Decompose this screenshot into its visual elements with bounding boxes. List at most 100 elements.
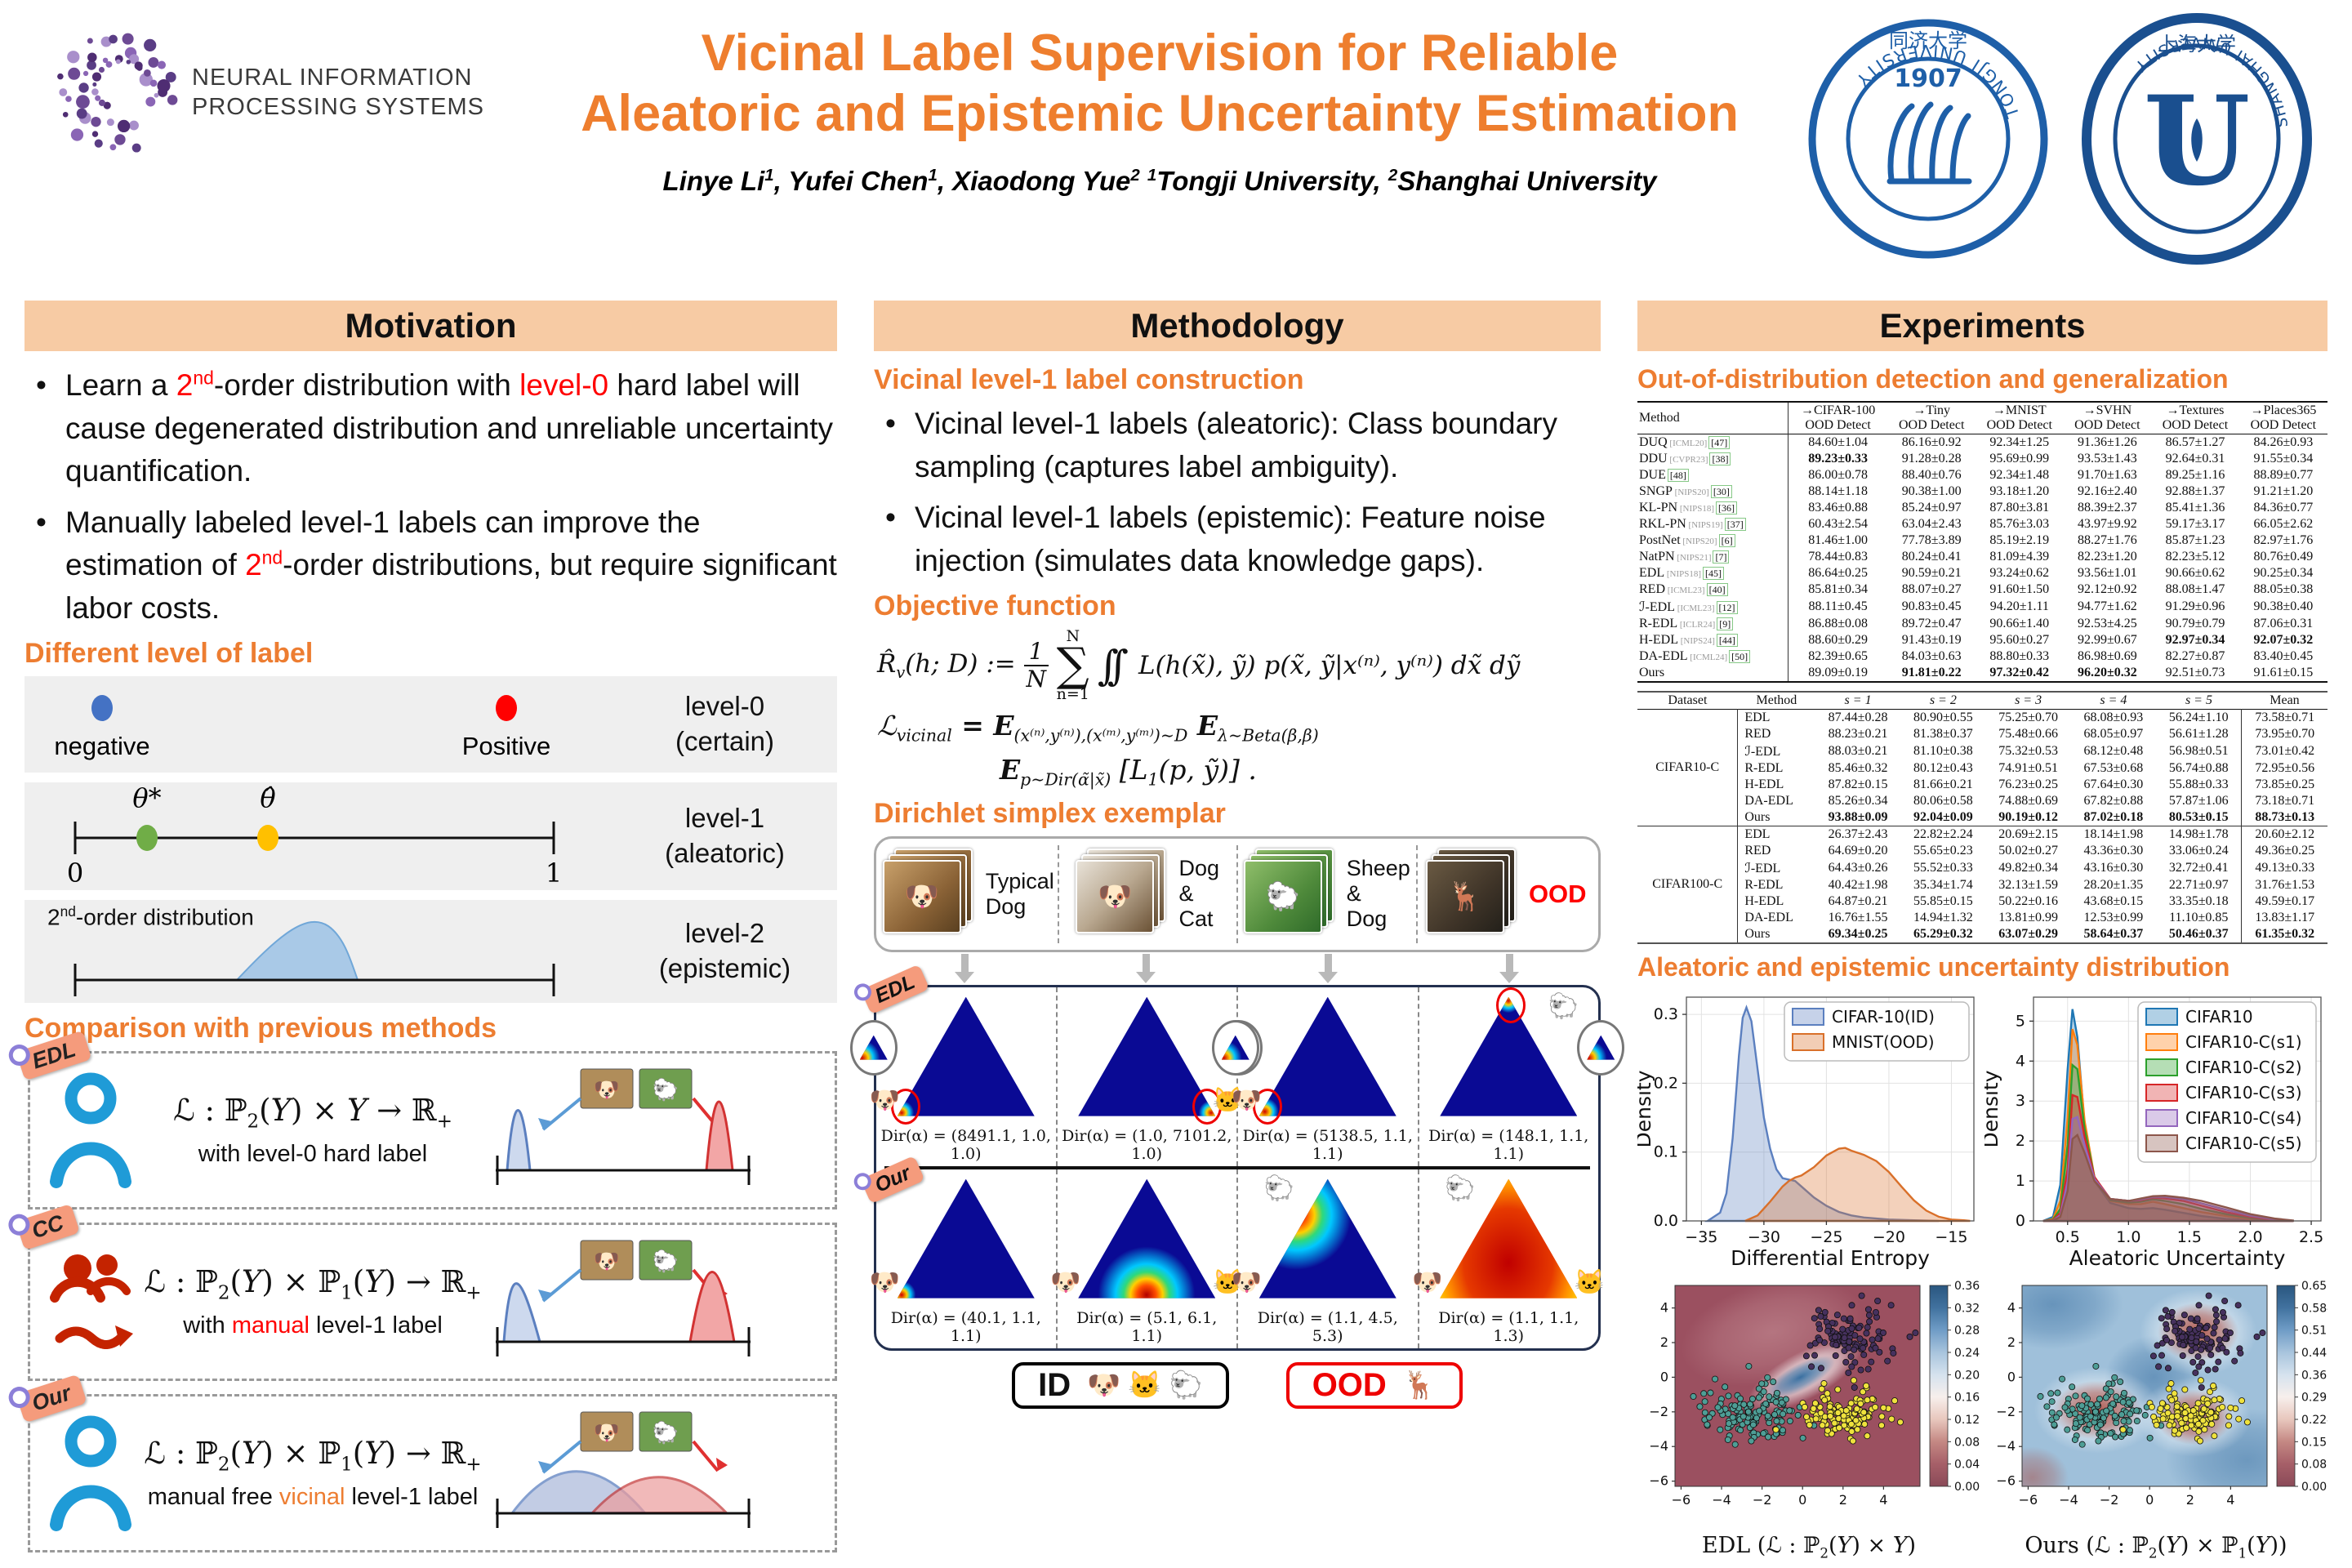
method-name-cell: R-EDL [ICLR24] [9] (1637, 616, 1788, 632)
highlight-ring-icon (1192, 1088, 1223, 1125)
methodology-column: Methodology Vicinal level-1 label constr… (849, 301, 1625, 1566)
animal-icon: 🐶 (869, 1086, 901, 1114)
result-value-cell: 88.05±0.38 (2253, 582, 2314, 596)
result-value-cell: 55.85±0.15 (1913, 894, 1973, 908)
result-value-cell: 20.60±2.12 (2241, 826, 2328, 843)
method-name-cell: H-EDL [NIPS24] [44] (1637, 632, 1788, 648)
dirichlet-alpha-label: Dir(α) = (148.1, 1.1, 1.1) (1428, 1126, 1589, 1163)
result-value-cell: 75.25±0.70 (1998, 710, 2058, 724)
method-name-cell: SNGP [NIPS20] [30] (1637, 483, 1788, 500)
result-value-cell: 93.24±0.62 (1989, 566, 2050, 580)
result-value-cell: 88.40±0.76 (1901, 468, 1962, 482)
comparison-box-edl: EDL ℒ : ℙ2(Y) × Y → ℝ+ with level-0 hard l… (16, 1030, 837, 1210)
svg-text:🐶: 🐶 (594, 1250, 620, 1274)
result-value-cell: 96.20±0.32 (2077, 666, 2137, 679)
motivation-bullets: Learn a 2nd-order distribution with leve… (24, 364, 837, 630)
svg-text:4: 4 (1660, 1300, 1668, 1316)
table-row: DA-EDL 16.76±1.55 14.94±1.32 13.81±0.99 12.5… (1637, 910, 2328, 926)
level0-diagram: negative Positive (54, 694, 550, 760)
svg-text:0.368: 0.368 (2301, 1369, 2328, 1382)
result-value-cell: 20.69±2.15 (1998, 827, 2058, 841)
result-value-cell: 43.36±0.30 (2083, 844, 2144, 858)
svg-text:2: 2 (1660, 1334, 1668, 1350)
svg-text:5: 5 (2016, 1012, 2025, 1030)
result-value-cell: 57.87±1.06 (2168, 794, 2229, 808)
result-value-cell: 64.43±0.26 (1828, 861, 1888, 875)
result-value-cell: 91.36±1.26 (2077, 435, 2137, 449)
svg-text:CIFAR10-C(s2): CIFAR10-C(s2) (2185, 1058, 2302, 1077)
svg-text:−2: −2 (1996, 1404, 2016, 1419)
edl-map-caption: EDL (ℒ : ℙ2(Y) × Y) (1701, 1533, 1917, 1561)
motivation-section-header: Motivation (24, 301, 837, 351)
edl-simplex-row: 🐶 Dir(α) = (8491.1, 1.0, 1.0) 🐱 Dir(α) = (1… (849, 987, 1625, 1166)
ood-animal-icon: 🦌 (1402, 1369, 1437, 1400)
level2-diagram (74, 920, 555, 996)
svg-text:0.00: 0.00 (1954, 1481, 1980, 1494)
dirichlet-alpha-label: Dir(α) = (40.1, 1.1, 1.1) (890, 1308, 1041, 1345)
formula-caption: manual free vicinal level-1 label (147, 1483, 479, 1510)
neurips-swirl-icon (57, 33, 178, 153)
motivation-bullet-2: Manually labeled level-1 labels can impr… (29, 501, 837, 630)
result-value-cell: 82.97±1.76 (2253, 533, 2314, 547)
result-value-cell: 28.20±1.35 (2083, 878, 2144, 892)
table-row: Ours 89.09±0.19 91.81±0.22 97.32±0.42 96.20±… (1637, 665, 2328, 682)
result-value-cell: 67.64±0.30 (2083, 777, 2144, 791)
result-value-cell: 73.18±0.71 (2241, 793, 2328, 809)
aleatoric-uncertainty-chart: 0.5 1.0 1.5 2.0 2.5 0 1 2 3 4 5 Aleatoric Uncertain… (1979, 989, 2328, 1277)
vicinal-loss-equation: ℒvicinal = E(x⁽ⁿ⁾,y⁽ⁿ⁾),(x⁽ᵐ⁾,y⁽ᵐ⁾)∼D Eλ… (877, 710, 1319, 790)
result-value-cell: 90.38±0.40 (2253, 599, 2314, 613)
result-value-cell: 68.05±0.97 (2083, 727, 2144, 741)
person-icon (50, 1415, 131, 1532)
svg-text:0: 0 (67, 858, 83, 887)
shanghai-university-logo: U SHANGHAI UNIVERSITY 上海大学 (2082, 13, 2312, 265)
result-value-cell: 87.80±3.81 (1989, 501, 2050, 514)
level0-label: level-0 (certain) (675, 691, 775, 757)
svg-text:0: 0 (2007, 1369, 2016, 1384)
highlight-ring-icon (890, 1088, 920, 1125)
result-value-cell: 93.53±1.43 (2077, 452, 2137, 466)
svg-text:−30: −30 (1748, 1228, 1780, 1246)
neurips-logo: NEURAL INFORMATION PROCESSING SYSTEMS (45, 15, 484, 170)
result-value-cell: 86.16±0.92 (1901, 435, 1962, 449)
svg-text:0.20: 0.20 (1954, 1369, 1980, 1382)
column-header: Mean (2270, 693, 2300, 707)
result-value-cell: 64.69±0.20 (1828, 844, 1888, 858)
svg-text:−25: −25 (1810, 1228, 1842, 1246)
dirichlet-alpha-label: Dir(α) = (1.1, 1.1, 1.3) (1438, 1308, 1579, 1345)
result-value-cell: 87.06±0.31 (2253, 617, 2314, 630)
svg-text:0: 0 (1660, 1369, 1668, 1384)
column-header: Method (1637, 402, 1788, 434)
down-arrow-icon (1317, 953, 1338, 983)
result-value-cell: 56.24±1.10 (2168, 710, 2229, 724)
svg-text:−6: −6 (1996, 1473, 2016, 1489)
result-value-cell: 88.39±2.37 (2077, 501, 2137, 514)
simplex-cell: 🐶 Dir(α) = (5138.5, 1.1, 1.1) (1211, 987, 1419, 1166)
ood-legend-box: OOD 🦌 (1285, 1361, 1463, 1409)
svg-text:−35: −35 (1685, 1228, 1717, 1246)
comparison-rows: EDL ℒ : ℙ2(Y) × Y → ℝ+ with level-0 hard l… (16, 1030, 837, 1553)
result-value-cell: 74.88±0.69 (1998, 794, 2058, 808)
method-name-cell: ℐ-EDL [ICML23] [12] (1637, 598, 1788, 616)
result-value-cell: 32.72±0.41 (2168, 861, 2229, 875)
simplex-panel: EDL 🐶 Dir(α) = (8491.1, 1.0, 1.0) 🐱 Dir(α) … (849, 964, 1625, 1351)
edl-uncertainty-map: −6 −4 −2 0 2 4 −6 −4 −2 0 2 4 0.00 0.04 0.08 0.12 0.16 0.… (1649, 1280, 2002, 1508)
aleatoric-uncertainty-density: 0.5 1.0 1.5 2.0 2.5 0 1 2 3 4 5 Aleatoric Uncertain… (1979, 996, 2323, 1270)
method-name-cell: Ours (1744, 810, 1771, 824)
result-value-cell: 89.25±1.16 (2165, 468, 2225, 482)
animal-icon: 🐱 (1212, 1268, 1244, 1296)
result-value-cell: 63.07±0.29 (1998, 927, 2058, 941)
result-value-cell: 91.21±1.20 (2253, 484, 2314, 498)
animal-photo-icon: 🐶 (882, 859, 961, 933)
result-value-cell: 73.95±0.70 (2241, 726, 2328, 742)
row-divider (884, 1165, 1590, 1169)
svg-text:θ*: θ* (132, 782, 161, 813)
distribution-illustration: 🐶 🐑 (496, 1240, 751, 1357)
result-value-cell: 92.34±1.48 (1989, 468, 2050, 482)
result-value-cell: 94.20±1.11 (1989, 599, 2049, 613)
result-value-cell: 85.26±0.34 (1828, 794, 1888, 808)
result-value-cell: 91.61±0.15 (2253, 666, 2314, 679)
result-value-cell: 14.98±1.78 (2168, 827, 2229, 841)
result-value-cell: 97.32±0.42 (1989, 666, 2050, 679)
dirichlet-alpha-label: Dir(α) = (1.0, 7101.2, 1.0) (1062, 1126, 1232, 1163)
svg-text:🐑: 🐑 (653, 1419, 679, 1446)
